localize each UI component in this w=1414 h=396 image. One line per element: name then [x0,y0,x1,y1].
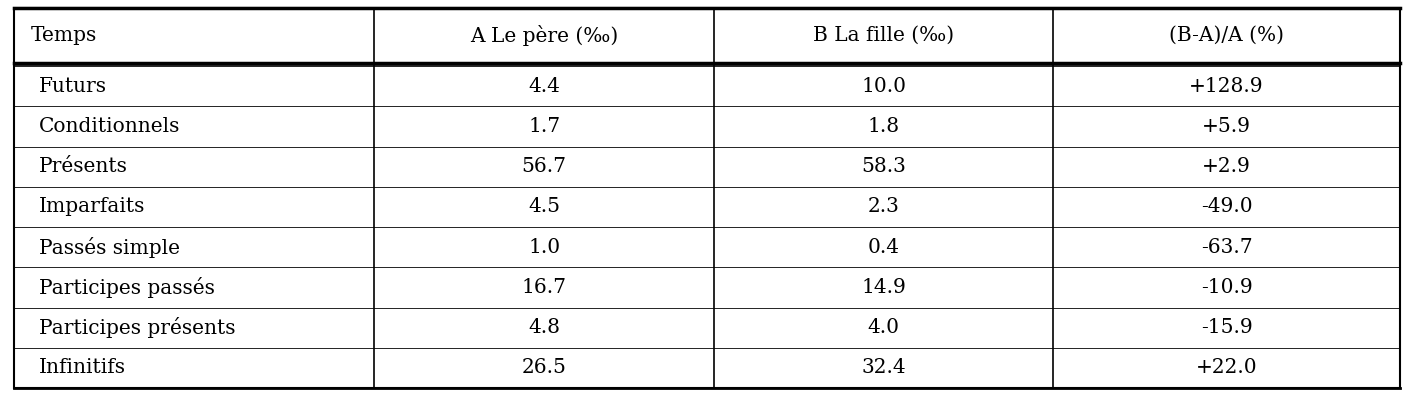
Text: Imparfaits: Imparfaits [40,198,146,217]
Text: +5.9: +5.9 [1202,117,1251,136]
Text: 4.8: 4.8 [529,318,560,337]
Text: 56.7: 56.7 [522,157,567,176]
Text: 10.0: 10.0 [861,77,906,96]
Text: -10.9: -10.9 [1200,278,1253,297]
Text: -63.7: -63.7 [1200,238,1253,257]
Text: Futurs: Futurs [40,77,107,96]
Text: Temps: Temps [31,26,98,45]
Text: 0.4: 0.4 [868,238,899,257]
Text: Infinitifs: Infinitifs [40,358,126,377]
Text: +128.9: +128.9 [1189,77,1264,96]
Text: Présents: Présents [40,157,127,176]
Text: Participes présents: Participes présents [40,317,236,338]
Text: A Le père (‰): A Le père (‰) [469,25,618,46]
Text: 16.7: 16.7 [522,278,567,297]
Text: -49.0: -49.0 [1200,198,1253,217]
Text: +22.0: +22.0 [1196,358,1257,377]
Text: 1.7: 1.7 [527,117,560,136]
Text: 32.4: 32.4 [861,358,906,377]
Text: Conditionnels: Conditionnels [40,117,181,136]
Text: 4.4: 4.4 [529,77,560,96]
Text: -15.9: -15.9 [1200,318,1253,337]
Text: 4.5: 4.5 [529,198,560,217]
Text: (B-A)/A (%): (B-A)/A (%) [1169,26,1284,45]
Text: 2.3: 2.3 [868,198,899,217]
Text: 14.9: 14.9 [861,278,906,297]
Text: Passés simple: Passés simple [40,237,180,258]
Text: 26.5: 26.5 [522,358,567,377]
Text: +2.9: +2.9 [1202,157,1251,176]
Text: Participes passés: Participes passés [40,277,215,298]
Text: 1.0: 1.0 [527,238,560,257]
Text: 4.0: 4.0 [868,318,899,337]
Text: 58.3: 58.3 [861,157,906,176]
Text: 1.8: 1.8 [868,117,899,136]
Text: B La fille (‰): B La fille (‰) [813,26,954,45]
